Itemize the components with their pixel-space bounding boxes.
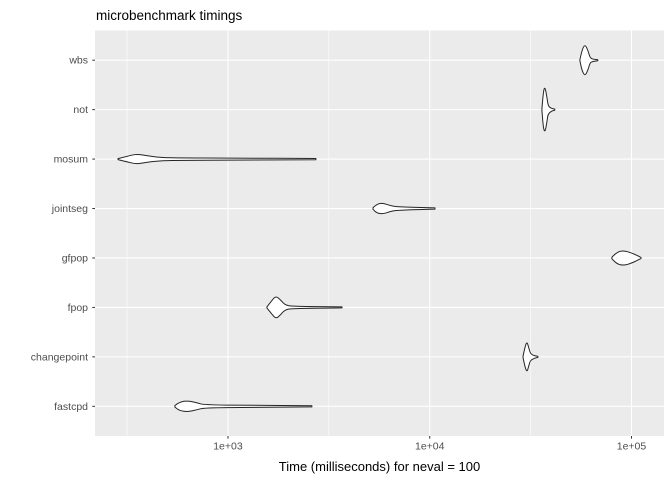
- violin-changepoint: [522, 342, 539, 372]
- violin-mosum: [117, 154, 317, 165]
- chart-title: microbenchmark timings: [96, 8, 243, 23]
- violin-fastcpd: [174, 400, 313, 412]
- x-tick-label: 1e+05: [617, 441, 647, 453]
- violin-wbs: [579, 45, 599, 76]
- grid-major-layer: [95, 30, 664, 436]
- y-tick-label-mosum: mosum: [54, 154, 89, 166]
- violin-not: [541, 87, 556, 132]
- x-axis-title: Time (milliseconds) for neval = 100: [278, 459, 481, 474]
- y-tick-label-fastcpd: fastcpd: [54, 401, 88, 413]
- violin-layer: [117, 45, 642, 412]
- y-tick-label-not: not: [73, 104, 88, 116]
- violin-gfpop: [611, 250, 642, 266]
- y-tick-label-wbs: wbs: [68, 55, 88, 67]
- plot-panel: [95, 30, 664, 436]
- x-tick-label: 1e+04: [415, 441, 445, 453]
- y-tick-label-gfpop: gfpop: [62, 252, 88, 264]
- y-tick-label-jointseg: jointseg: [51, 203, 88, 215]
- grid-minor-layer: [126, 30, 531, 436]
- violin-jointseg: [372, 202, 436, 215]
- violin-fpop: [266, 296, 343, 319]
- y-tick-label-fpop: fpop: [68, 302, 89, 314]
- axis-layer: 1e+03 1e+04 1e+05 wbs not mosum jointseg gfpop f…: [31, 55, 647, 453]
- y-tick-label-changepoint: changepoint: [31, 351, 88, 363]
- x-tick-label: 1e+03: [213, 441, 243, 453]
